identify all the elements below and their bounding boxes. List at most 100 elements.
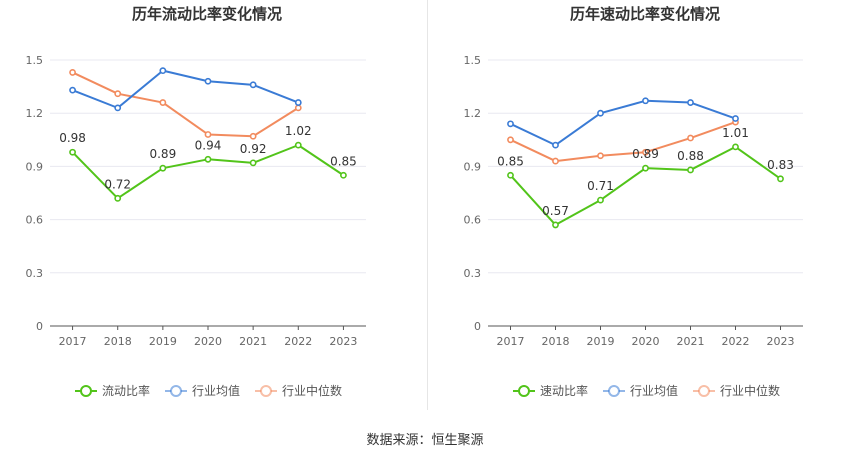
data-point (294, 104, 302, 112)
data-point (597, 196, 604, 204)
legend-label: 速动比率 (540, 383, 588, 398)
legend-label: 行业均值 (630, 383, 678, 398)
data-point (597, 152, 604, 160)
chart-panel-2: 历年速动比率变化情况 0 0.3 0.6 0.9 1.2 1.5 2017 2018 2019 20… (464, 5, 803, 398)
series-line-2 (510, 99, 736, 147)
data-point (204, 77, 212, 85)
x-tick-label: 2019 (587, 335, 615, 348)
data-label: 0.85 (330, 154, 357, 168)
data-label: 0.72 (104, 177, 131, 191)
legend-marker (260, 385, 272, 397)
data-point (294, 99, 302, 106)
data-point (69, 86, 76, 94)
chart-title: 历年速动比率变化情况 (570, 5, 720, 23)
data-point (204, 131, 212, 138)
data-label: 0.88 (677, 149, 704, 163)
data-point (249, 81, 257, 89)
panel-divider (427, 0, 428, 410)
legend-marker (170, 385, 182, 397)
x-tick-label: 2021 (677, 335, 705, 348)
data-label: 0.98 (59, 131, 86, 145)
x-tick-label: 2021 (239, 335, 267, 348)
source-label: 数据来源： (366, 433, 432, 448)
x-tick-label: 2022 (722, 335, 750, 348)
x-tick-label: 2019 (149, 335, 177, 348)
y-tick-label: 1.2 (464, 107, 482, 120)
data-point (552, 141, 559, 149)
y-tick-label: 1.2 (26, 107, 44, 120)
data-point (642, 148, 649, 156)
y-tick-label: 1.5 (464, 54, 482, 67)
data-point (340, 171, 347, 179)
legend-label: 行业中位数 (282, 383, 342, 398)
data-point (552, 157, 559, 165)
data-source-note: 数据来源：恒生聚源 (0, 429, 850, 448)
chart-title: 历年流动比率变化情况 (132, 5, 282, 23)
y-tick-label: 0.3 (26, 267, 44, 280)
data-point (204, 155, 212, 163)
data-label: 0.92 (240, 142, 267, 156)
data-point (159, 67, 167, 75)
data-point (552, 221, 559, 229)
y-tick-label: 0.9 (26, 160, 44, 173)
data-label: 0.94 (195, 138, 222, 152)
data-point (69, 148, 76, 156)
legend-label: 行业均值 (192, 383, 240, 398)
data-label: 0.89 (632, 147, 659, 161)
series-line-3 (72, 71, 299, 138)
source-name: 恒生聚源 (431, 433, 484, 448)
x-tick-label: 2017 (59, 335, 87, 348)
legend-label: 流动比率 (102, 383, 150, 398)
x-tick-label: 2020 (194, 335, 222, 348)
data-point (687, 166, 694, 174)
data-point (507, 136, 514, 144)
y-tick-label: 0.9 (464, 160, 482, 173)
data-point (249, 159, 257, 167)
data-point (687, 99, 694, 106)
y-tick-label: 0 (474, 320, 481, 333)
data-label: 0.71 (587, 179, 614, 193)
data-point (69, 69, 76, 76)
data-label: 0.85 (497, 154, 524, 168)
data-point (732, 143, 739, 151)
series-line-2 (72, 69, 299, 109)
x-tick-label: 2018 (542, 335, 570, 348)
legend-marker (698, 385, 710, 397)
data-point (642, 164, 649, 172)
y-tick-label: 0.6 (464, 214, 482, 227)
data-point (507, 171, 514, 179)
legend-label: 行业中位数 (720, 383, 780, 398)
x-tick-label: 2020 (632, 335, 660, 348)
legend-marker (608, 385, 620, 397)
y-tick-label: 0.3 (464, 267, 482, 280)
data-point (294, 141, 302, 149)
x-tick-label: 2022 (284, 335, 312, 348)
data-point (114, 104, 122, 112)
series-line-3 (510, 121, 736, 163)
data-point (642, 97, 649, 105)
data-point (732, 115, 739, 122)
data-point (597, 109, 604, 117)
y-tick-label: 0 (36, 320, 43, 333)
x-tick-label: 2018 (104, 335, 132, 348)
data-label: 0.83 (767, 158, 794, 172)
data-point (777, 175, 784, 183)
legend-marker (80, 385, 92, 397)
data-label: 1.02 (285, 124, 312, 138)
data-point (507, 120, 514, 128)
data-point (114, 90, 122, 98)
data-point (114, 194, 122, 202)
x-tick-label: 2023 (329, 335, 357, 348)
chart-panel-1: 历年流动比率变化情况 0 0.3 0.6 0.9 1.2 1.5 2017 2018 2019 20… (26, 5, 366, 398)
y-tick-label: 1.5 (26, 54, 44, 67)
y-tick-label: 0.6 (26, 214, 44, 227)
legend-marker (518, 385, 530, 397)
x-tick-label: 2017 (497, 335, 525, 348)
x-tick-label: 2023 (767, 335, 795, 348)
data-label: 1.01 (722, 126, 749, 140)
data-point (249, 132, 257, 140)
data-label: 0.89 (149, 147, 176, 161)
data-point (159, 99, 167, 106)
data-point (687, 134, 694, 142)
